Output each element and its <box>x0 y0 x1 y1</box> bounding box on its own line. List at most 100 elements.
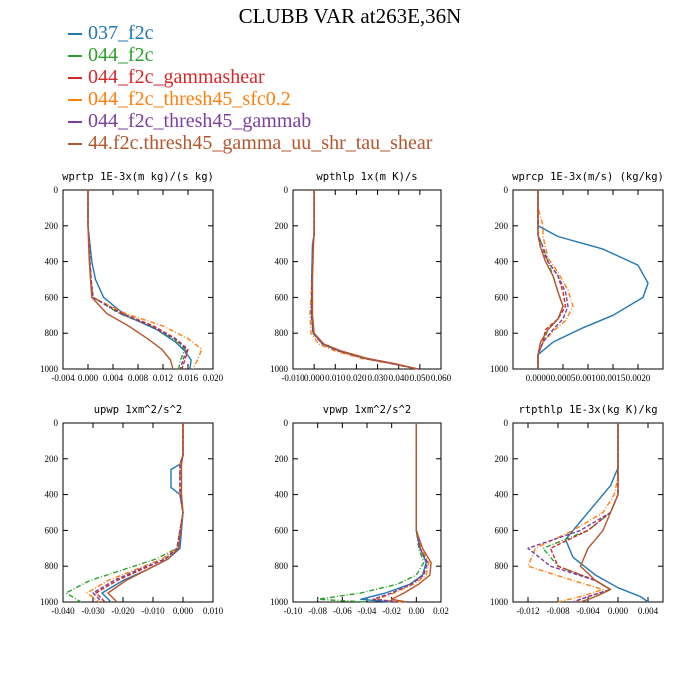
x-tick-label: 0.000 <box>608 606 629 616</box>
y-tick-label: 800 <box>45 328 59 338</box>
y-tick-label: 200 <box>495 454 509 464</box>
y-tick-label: 1000 <box>40 597 59 607</box>
y-tick-label: 400 <box>495 257 509 267</box>
y-tick-label: 1000 <box>490 597 509 607</box>
x-tick-label: 0.020 <box>346 373 367 383</box>
series-line <box>87 190 174 370</box>
x-tick-label: 0.00 <box>408 606 424 616</box>
series-line <box>391 423 432 603</box>
legend-item: 044_f2c_thresh45_sfc0.2 <box>68 88 432 110</box>
series-line <box>95 423 184 603</box>
series-line <box>376 423 430 603</box>
y-tick-label: 800 <box>275 561 289 571</box>
x-tick-label: 0.000 <box>304 373 325 383</box>
series-line <box>537 190 564 369</box>
series-line <box>310 190 418 370</box>
x-tick-label: 0.020 <box>203 373 224 383</box>
y-tick-label: 800 <box>45 561 59 571</box>
series-line <box>317 423 425 603</box>
y-tick-label: 400 <box>45 257 59 267</box>
x-tick-label: 0.010 <box>203 606 224 616</box>
legend-item: 044_f2c <box>68 44 432 66</box>
legend-item: 44.f2c.thresh45_gamma_uu_shr_tau_shear <box>68 132 432 154</box>
y-tick-label: 1000 <box>270 597 289 607</box>
page-title: CLUBB VAR at263E,36N <box>238 4 462 28</box>
x-tick-label: 0.012 <box>153 373 173 383</box>
series-line <box>372 423 429 603</box>
y-tick-label: 600 <box>275 525 289 535</box>
y-tick-label: 400 <box>495 490 509 500</box>
series-line <box>537 190 564 369</box>
y-tick-label: 200 <box>45 454 59 464</box>
panel-title: wprtp 1E-3x(m kg)/(s kg) <box>62 171 214 183</box>
y-tick-label: 0 <box>284 185 289 195</box>
series-line <box>564 423 649 603</box>
x-tick-label: -0.04 <box>358 606 377 616</box>
y-tick-label: 200 <box>495 221 509 231</box>
x-tick-label: 0.040 <box>389 373 410 383</box>
legend-swatch <box>68 143 82 146</box>
series-line <box>87 190 186 370</box>
legend-label: 044_f2c_thresh45_gammab <box>88 110 312 132</box>
panel-title: wprcp 1E-3x(m/s) (kg/kg) <box>512 171 664 183</box>
panel-3: wprcp 1E-3x(m/s) (kg/kg)0 200 400 600 800 100… <box>490 171 664 383</box>
series-line <box>579 423 619 603</box>
y-tick-label: 1000 <box>490 364 509 374</box>
legend-swatch <box>68 33 82 36</box>
y-tick-label: 1000 <box>270 364 289 374</box>
x-tick-label: -0.008 <box>546 606 570 616</box>
x-tick-label: 0.004 <box>103 373 124 383</box>
y-tick-label: 600 <box>495 292 509 302</box>
x-tick-label: -0.012 <box>516 606 539 616</box>
series-line <box>309 190 418 370</box>
plot-frame <box>292 189 442 370</box>
x-tick-label: -0.010 <box>281 373 305 383</box>
panel-title: rtpthlp 1E-3x(kg K)/kg <box>518 404 657 416</box>
series-line <box>101 423 184 603</box>
panel-title: wpthlp 1x(m K)/s <box>316 171 417 183</box>
x-tick-label: -0.06 <box>333 606 352 616</box>
plot-frame <box>62 189 214 370</box>
series-line <box>527 423 619 603</box>
series-line <box>549 423 619 603</box>
series-line <box>310 190 418 370</box>
y-tick-label: 400 <box>275 257 289 267</box>
y-tick-label: 600 <box>495 525 509 535</box>
legend-swatch <box>68 121 82 124</box>
x-tick-label: 0.010 <box>325 373 346 383</box>
x-tick-label: -0.020 <box>111 606 135 616</box>
y-tick-label: 600 <box>45 525 59 535</box>
series-line <box>87 190 203 370</box>
y-tick-label: 800 <box>495 328 509 338</box>
y-tick-label: 0 <box>504 418 509 428</box>
legend-label: 044_f2c <box>88 44 154 66</box>
y-tick-label: 0 <box>54 418 59 428</box>
legend-swatch <box>68 99 82 102</box>
legend-label: 044_f2c_thresh45_sfc0.2 <box>88 88 291 110</box>
y-tick-label: 800 <box>275 328 289 338</box>
x-tick-label: 0.000 <box>78 373 99 383</box>
x-tick-label: -0.010 <box>141 606 165 616</box>
x-tick-label: 0.004 <box>638 606 659 616</box>
legend-swatch <box>68 77 82 80</box>
y-tick-label: 0 <box>54 185 59 195</box>
plot-frame <box>512 189 664 370</box>
series-line <box>107 423 184 603</box>
legend-item: 044_f2c_thresh45_gammab <box>68 110 432 132</box>
series-line <box>372 423 429 603</box>
series-line <box>311 190 418 370</box>
panel-5: vpwp 1xm^2/s^2 0 200 400 600 800 1000-0.10 -0.0… <box>270 404 449 616</box>
y-tick-label: 0 <box>284 418 289 428</box>
x-tick-label: -0.02 <box>382 606 401 616</box>
plot-frame <box>62 422 214 603</box>
legend-label: 44.f2c.thresh45_gamma_uu_shr_tau_shear <box>88 132 433 154</box>
series-line <box>310 190 418 370</box>
x-tick-label: 0.02 <box>433 606 449 616</box>
y-tick-label: 200 <box>45 221 59 231</box>
panel-4: upwp 1xm^2/s^2 0 200 400 600 800 1000-0.040 -0.… <box>40 404 224 616</box>
x-tick-label: 0.016 <box>178 373 199 383</box>
legend-label: 044_f2c_gammashear <box>88 66 265 88</box>
series-line <box>87 190 188 370</box>
x-tick-label: 0.0010 <box>576 373 601 383</box>
